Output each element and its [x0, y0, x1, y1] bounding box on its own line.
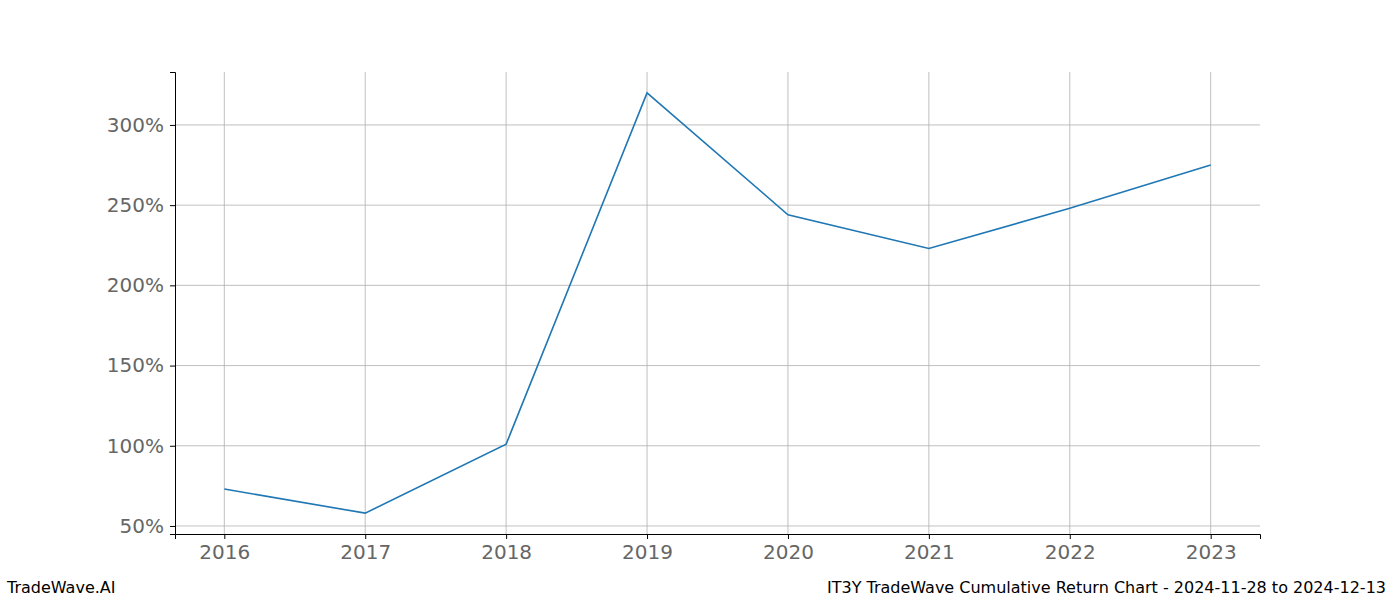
x-axis: 2016 2017 2018 2019 2020 2021 2022 2023 — [176, 534, 1261, 564]
tick-mark — [1070, 534, 1071, 539]
tick-label: 2016 — [199, 540, 250, 564]
tick-mark — [170, 205, 175, 206]
y-axis: 50% 100% 150% 200% 250% 300% — [107, 73, 176, 538]
annotation: TradeWave.AI — [6, 578, 115, 597]
tick: 2023 — [1186, 534, 1237, 564]
tick-label: 250% — [107, 193, 164, 217]
tick: 150% — [107, 353, 175, 377]
tick: 2019 — [622, 534, 673, 564]
tick-mark — [170, 446, 175, 447]
plot: 2016 2017 2018 2019 2020 2021 2022 2023 50% 100% 1… — [107, 72, 1261, 564]
grid-line — [647, 72, 648, 534]
tick: 2021 — [904, 534, 955, 564]
tick: 100% — [107, 434, 175, 458]
tick-mark — [365, 534, 366, 539]
grid-line — [175, 525, 1260, 526]
tick: 300% — [107, 113, 175, 137]
chart: 2016 2017 2018 2019 2020 2021 2022 2023 50% 100% 1… — [0, 0, 1400, 600]
tick-mark — [647, 534, 648, 539]
grid-line — [1069, 72, 1070, 534]
tick-label: 2019 — [622, 540, 673, 564]
grid-line — [787, 72, 788, 534]
grid-line — [1210, 72, 1211, 534]
tick: 2018 — [481, 534, 532, 564]
tick-label: 300% — [107, 113, 164, 137]
tick-mark — [506, 534, 507, 539]
grid-line — [175, 285, 1260, 286]
tick: 2016 — [199, 534, 250, 564]
tick: 2017 — [340, 534, 391, 564]
grid-line — [928, 72, 929, 534]
tick-mark — [929, 534, 930, 539]
tick-label: 100% — [107, 434, 164, 458]
grid-line — [175, 365, 1260, 366]
grid-line — [175, 124, 1260, 125]
grid-line — [224, 72, 225, 534]
tick-label: 2020 — [763, 540, 814, 564]
tick-label: 200% — [107, 273, 164, 297]
tick-label: 2018 — [481, 540, 532, 564]
tick-label: 2017 — [340, 540, 391, 564]
grid-line — [365, 72, 366, 534]
tick: 2022 — [1045, 534, 1096, 564]
tick-mark — [1211, 534, 1212, 539]
tick-mark — [170, 285, 175, 286]
tick-mark — [170, 366, 175, 367]
tick-mark — [170, 526, 175, 527]
grid-line — [506, 72, 507, 534]
tick-mark — [224, 534, 225, 539]
tick-label: 2022 — [1045, 540, 1096, 564]
tick: 250% — [107, 193, 175, 217]
tick: 200% — [107, 273, 175, 297]
line — [224, 93, 1210, 513]
axis-line — [170, 73, 176, 535]
grid-line — [175, 205, 1260, 206]
annotation: IT3Y TradeWave Cumulative Return Chart -… — [827, 578, 1386, 597]
grid-line — [175, 445, 1260, 446]
tick-label: 2023 — [1186, 540, 1237, 564]
tick-label: 150% — [107, 353, 164, 377]
marks — [224, 93, 1210, 513]
grid — [175, 72, 1260, 534]
tick: 2020 — [763, 534, 814, 564]
tick-label: 50% — [120, 514, 164, 538]
tick-mark — [170, 125, 175, 126]
tick-mark — [788, 534, 789, 539]
tick-label: 2021 — [904, 540, 955, 564]
axis-line — [176, 535, 1261, 540]
tick: 50% — [120, 514, 175, 538]
